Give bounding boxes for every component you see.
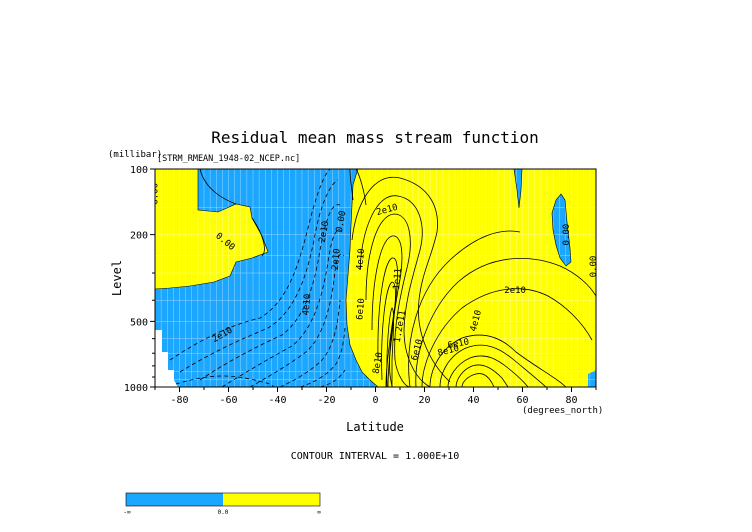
- positive-contours: [199, 169, 596, 387]
- negative-contours: [169, 169, 346, 387]
- contour-label: 4e10: [301, 293, 313, 315]
- y-axis-label: Level: [110, 260, 124, 296]
- contour-label: 4e10: [355, 248, 367, 270]
- contour-label: 6e10: [447, 337, 470, 351]
- contour-label: 0.00: [562, 224, 572, 246]
- contour-label: 2e10: [318, 220, 332, 243]
- x-tick-label: -20: [317, 395, 335, 406]
- grid: [155, 169, 596, 387]
- x-axis-label: Latitude: [346, 420, 404, 434]
- colorbar: -∞ 0.0 ∞: [123, 492, 321, 516]
- x-tick-label: -60: [219, 395, 237, 406]
- x-tick-label: 40: [467, 395, 479, 406]
- contour-label: 0.00: [150, 183, 160, 205]
- x-tick-label: -80: [170, 395, 188, 406]
- y-tick-label: 100: [130, 165, 148, 176]
- negative-region-north: [552, 194, 571, 266]
- contour-interval: CONTOUR INTERVAL = 1.000E+10: [291, 451, 460, 462]
- contour-label: 0.00: [335, 210, 349, 233]
- x-tick-label: 80: [565, 395, 577, 406]
- colorbar-positive: [223, 493, 320, 506]
- y-tick-label: 200: [130, 231, 148, 242]
- y-tick-label: 1000: [124, 383, 148, 394]
- y-axis: 100 200 500 1000: [124, 165, 155, 394]
- contour-label: 0.00: [589, 256, 599, 278]
- x-axis: -80 -60 -40 -20 0 20 40 60 80: [154, 387, 597, 406]
- colorbar-frame: [125, 492, 321, 507]
- x-tick-label: 20: [418, 395, 430, 406]
- colorbar-label-zero: 0.0: [218, 509, 229, 516]
- zero-contour: [155, 169, 572, 387]
- colorbar-label-max: ∞: [317, 509, 321, 516]
- negative-region-south: [155, 169, 378, 387]
- x-tick-label: -40: [268, 395, 286, 406]
- x-tick-label: 0: [372, 395, 378, 406]
- x-units: (degrees_north): [522, 406, 603, 416]
- contour-label: 2e10: [504, 286, 526, 296]
- contour-label: 6e10: [355, 298, 367, 320]
- contour-label: 1e11: [392, 268, 404, 290]
- missing-data-region: [155, 330, 178, 387]
- y-units: (millibar): [108, 150, 162, 160]
- x-tick-label: 60: [516, 395, 528, 406]
- colorbar-negative: [126, 493, 223, 506]
- chart-title: Residual mean mass stream function: [211, 128, 539, 147]
- chart-subtitle: [STRM_RMEAN_1948-02_NCEP.nc]: [157, 154, 300, 164]
- y-tick-label: 500: [130, 317, 148, 328]
- contour-label: 8e10: [372, 352, 386, 375]
- contour-label: 2e10: [331, 248, 343, 270]
- colorbar-label-min: -∞: [123, 509, 131, 516]
